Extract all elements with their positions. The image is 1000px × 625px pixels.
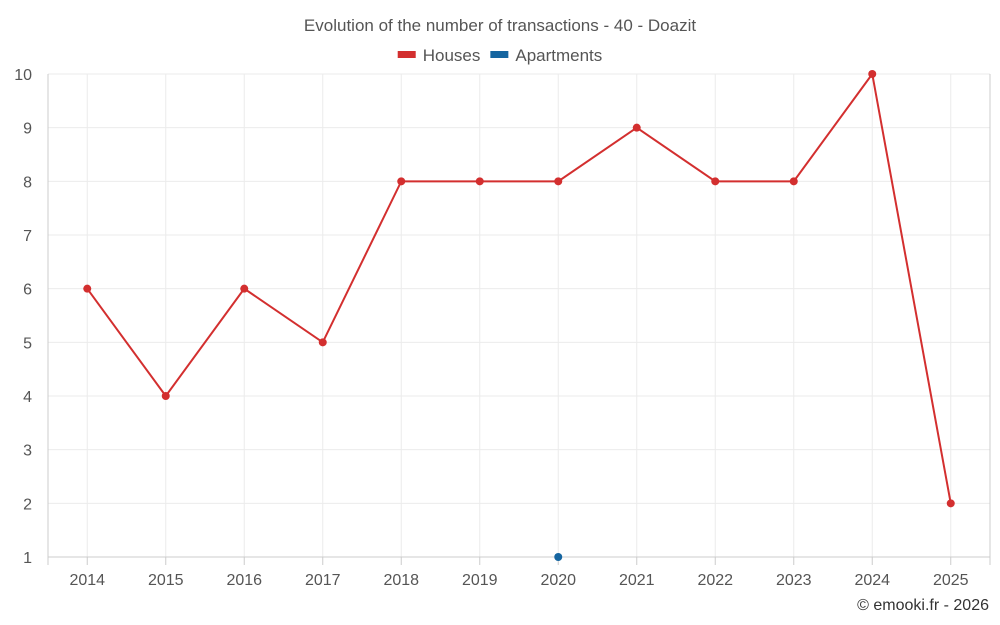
y-tick-label: 4	[23, 389, 32, 406]
x-tick-label: 2023	[776, 572, 812, 589]
legend-swatch	[397, 51, 416, 58]
houses-data-point[interactable]	[632, 123, 641, 132]
houses-data-point[interactable]	[161, 392, 170, 400]
y-tick-label: 10	[14, 67, 32, 84]
houses-data-point[interactable]	[475, 177, 484, 186]
y-tick-label: 7	[23, 228, 32, 245]
y-tick-label: 5	[23, 335, 32, 352]
houses-data-point[interactable]	[946, 499, 955, 508]
houses-series-line	[86, 71, 952, 504]
x-tick-label: 2019	[462, 572, 498, 589]
x-tick-label: 2015	[148, 572, 184, 589]
houses-data-point[interactable]	[868, 70, 877, 78]
y-tick-label: 2	[23, 496, 32, 513]
legend-swatch	[490, 51, 509, 58]
apartments-data-point[interactable]	[554, 553, 563, 561]
chart-title: Evolution of the number of transactions …	[304, 16, 696, 35]
y-tick-label: 6	[23, 282, 32, 299]
legend-label: Apartments	[515, 46, 602, 65]
y-tick-label: 3	[23, 443, 32, 460]
x-tick-label: 2022	[697, 572, 733, 589]
houses-data-point[interactable]	[711, 177, 720, 186]
y-tick-label: 1	[23, 550, 32, 567]
x-tick-label: 2025	[933, 572, 969, 589]
credit-text: © emooki.fr - 2026	[857, 597, 989, 614]
houses-data-point[interactable]	[83, 284, 92, 293]
houses-data-point[interactable]	[554, 177, 563, 186]
legend: Houses Apartments	[397, 46, 602, 65]
axes: 1 2 3 4 5 6 7 8 9 10 2014 2015 2016 2017 2018 2019 2020 2…	[14, 67, 991, 589]
houses-data-point[interactable]	[397, 177, 406, 186]
houses-data-point[interactable]	[240, 284, 249, 293]
legend-item-apartments[interactable]: Apartments	[490, 46, 602, 65]
legend-item-houses[interactable]: Houses	[397, 46, 481, 65]
houses-data-point[interactable]	[318, 338, 327, 347]
series	[83, 70, 955, 561]
x-tick-label: 2016	[226, 572, 262, 589]
x-tick-label: 2018	[383, 572, 419, 589]
x-tick-label: 2014	[69, 572, 105, 589]
houses-data-point[interactable]	[789, 177, 798, 186]
x-tick-label: 2020	[540, 572, 576, 589]
x-tick-label: 2017	[305, 572, 341, 589]
grid	[48, 73, 990, 557]
x-tick-label: 2021	[619, 572, 655, 589]
y-tick-label: 8	[23, 174, 32, 191]
legend-label: Houses	[423, 46, 481, 65]
x-tick-label: 2024	[854, 572, 890, 589]
y-tick-label: 9	[23, 121, 32, 138]
